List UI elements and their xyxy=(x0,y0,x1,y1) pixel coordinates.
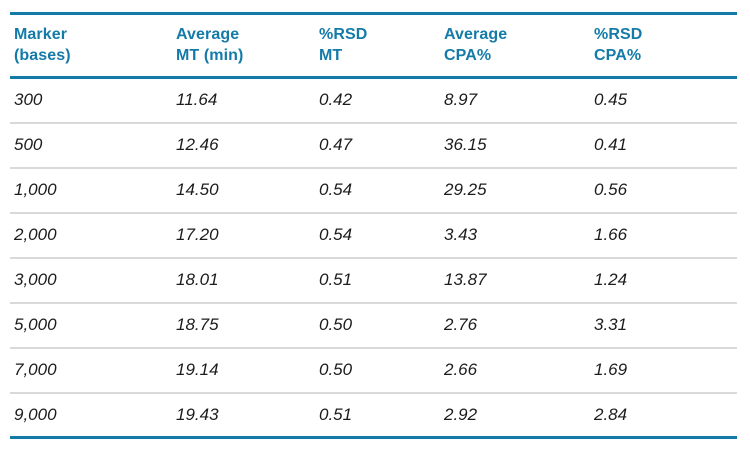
table-cell: 18.01 xyxy=(172,257,315,304)
table-cell: 0.50 xyxy=(315,302,440,349)
table-cell: 1,000 xyxy=(10,167,172,214)
table-row: 2,000 17.20 0.54 3.43 1.66 xyxy=(10,212,737,259)
table-row: 300 11.64 0.42 8.97 0.45 xyxy=(10,77,737,124)
table-cell: 13.87 xyxy=(440,257,590,304)
table-cell: 300 xyxy=(10,77,172,124)
table-cell: 0.54 xyxy=(315,167,440,214)
table-cell: 8.97 xyxy=(440,77,590,124)
table-cell: 0.47 xyxy=(315,122,440,169)
table-cell: 0.51 xyxy=(315,392,440,439)
table-cell: 500 xyxy=(10,122,172,169)
table-row: 500 12.46 0.47 36.15 0.41 xyxy=(10,122,737,169)
table-row: 7,000 19.14 0.50 2.66 1.69 xyxy=(10,347,737,394)
table-cell: 3,000 xyxy=(10,257,172,304)
table-cell: 3.31 xyxy=(590,302,737,349)
table-cell: 2.92 xyxy=(440,392,590,439)
table-cell: 2.66 xyxy=(440,347,590,394)
table-row: 1,000 14.50 0.54 29.25 0.56 xyxy=(10,167,737,214)
table-cell: 12.46 xyxy=(172,122,315,169)
table-cell: 3.43 xyxy=(440,212,590,259)
table-cell: 36.15 xyxy=(440,122,590,169)
table-cell: 9,000 xyxy=(10,392,172,439)
table-cell: 1.24 xyxy=(590,257,737,304)
table-cell: 19.43 xyxy=(172,392,315,439)
table-cell: 0.56 xyxy=(590,167,737,214)
table-cell: 29.25 xyxy=(440,167,590,214)
column-header-marker-bases: Marker (bases) xyxy=(10,13,172,79)
table-cell: 0.50 xyxy=(315,347,440,394)
table-cell: 5,000 xyxy=(10,302,172,349)
table-cell: 1.66 xyxy=(590,212,737,259)
table-cell: 11.64 xyxy=(172,77,315,124)
table-cell: 1.69 xyxy=(590,347,737,394)
table-row: 3,000 18.01 0.51 13.87 1.24 xyxy=(10,257,737,304)
column-header-average-mt: Average MT (min) xyxy=(172,13,315,79)
column-header-average-cpa: Average CPA% xyxy=(440,13,590,79)
table-row: 9,000 19.43 0.51 2.92 2.84 xyxy=(10,392,737,439)
table-cell: 19.14 xyxy=(172,347,315,394)
table-header: Marker (bases) Average MT (min) %RSD MT … xyxy=(10,13,737,79)
table-cell: 2,000 xyxy=(10,212,172,259)
header-row: Marker (bases) Average MT (min) %RSD MT … xyxy=(10,13,737,79)
table-cell: 2.84 xyxy=(590,392,737,439)
table-body: 300 11.64 0.42 8.97 0.45 500 12.46 0.47 36.15 0.4… xyxy=(10,77,737,439)
column-header-rsd-mt: %RSD MT xyxy=(315,13,440,79)
table-cell: 0.45 xyxy=(590,77,737,124)
table-cell: 17.20 xyxy=(172,212,315,259)
table-cell: 18.75 xyxy=(172,302,315,349)
table-cell: 2.76 xyxy=(440,302,590,349)
table-cell: 7,000 xyxy=(10,347,172,394)
marker-precision-table: Marker (bases) Average MT (min) %RSD MT … xyxy=(10,12,737,439)
table-cell: 0.51 xyxy=(315,257,440,304)
table-cell: 0.54 xyxy=(315,212,440,259)
column-header-rsd-cpa: %RSD CPA% xyxy=(590,13,737,79)
table-cell: 0.41 xyxy=(590,122,737,169)
table-row: 5,000 18.75 0.50 2.76 3.31 xyxy=(10,302,737,349)
table-cell: 14.50 xyxy=(172,167,315,214)
table-cell: 0.42 xyxy=(315,77,440,124)
